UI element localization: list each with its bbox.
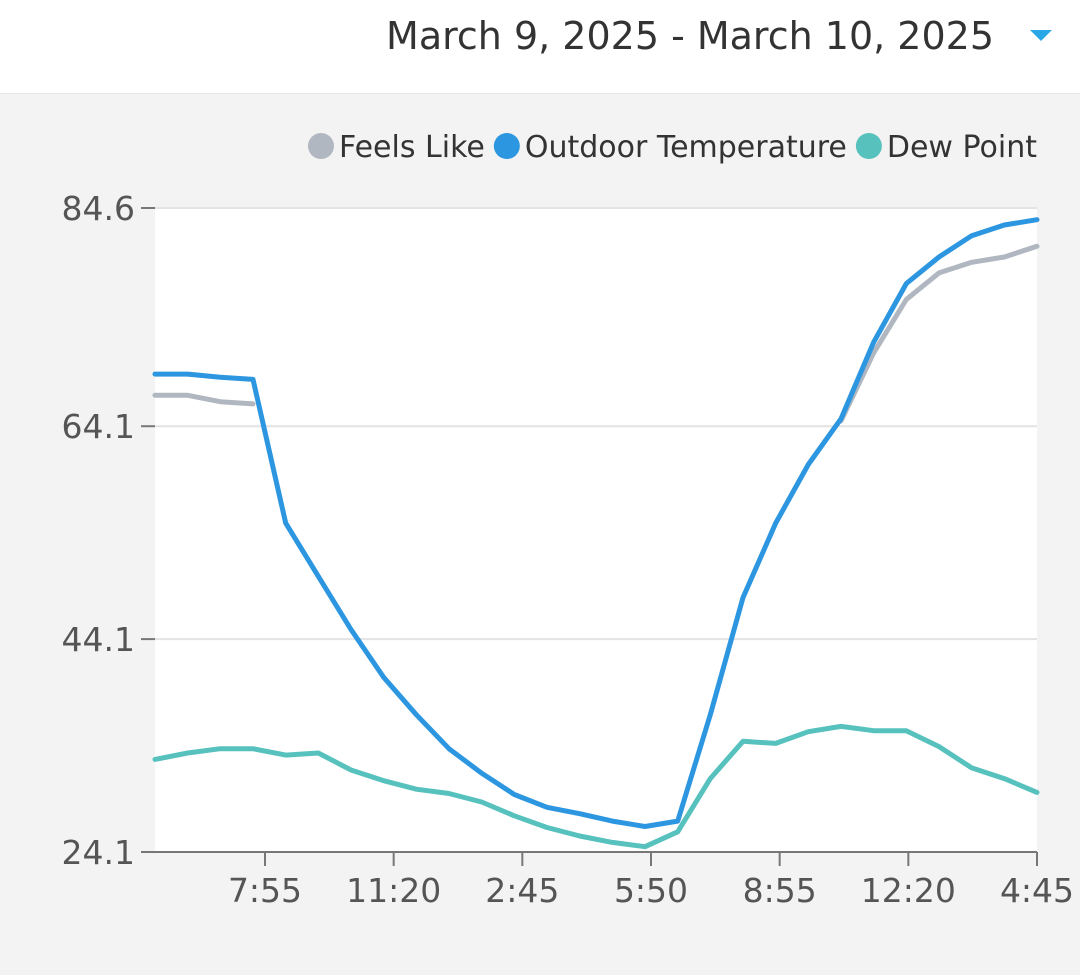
- x-tick-label: 11:20: [346, 871, 441, 910]
- legend-label[interactable]: Outdoor Temperature: [525, 130, 847, 165]
- legend-marker-icon[interactable]: [855, 133, 882, 159]
- date-range-label[interactable]: March 9, 2025 - March 10, 2025: [386, 14, 994, 58]
- y-tick-label: 44.1: [62, 620, 135, 659]
- legend-marker-icon[interactable]: [493, 133, 520, 159]
- y-tick-label: 24.1: [62, 833, 135, 872]
- y-tick-label: 84.6: [62, 189, 135, 228]
- y-tick-label: 64.1: [62, 407, 135, 446]
- x-tick-label: 4:45: [1000, 871, 1074, 910]
- legend-label[interactable]: Dew Point: [887, 130, 1037, 165]
- header-bar: March 9, 2025 - March 10, 2025: [0, 0, 1080, 94]
- x-tick-label: 2:45: [485, 871, 559, 910]
- x-tick-label: 5:50: [614, 871, 688, 910]
- x-tick-label: 12:20: [861, 871, 956, 910]
- x-tick-label: 7:55: [228, 871, 302, 910]
- series-line-dew-point: [152, 723, 1040, 850]
- x-tick-label: 8:55: [743, 871, 817, 910]
- series-line-feels-like: [152, 243, 1040, 424]
- temperature-chart: 84.6 64.1 44.1 24.1 7:55 11:20 2:45 5:50 8:55 12:…: [62, 130, 1075, 910]
- legend-marker-icon[interactable]: [307, 133, 334, 159]
- series-line-outdoor-temperature: [152, 217, 1040, 829]
- legend-label[interactable]: Feels Like: [339, 130, 485, 165]
- dropdown-caret-icon[interactable]: [1030, 30, 1052, 41]
